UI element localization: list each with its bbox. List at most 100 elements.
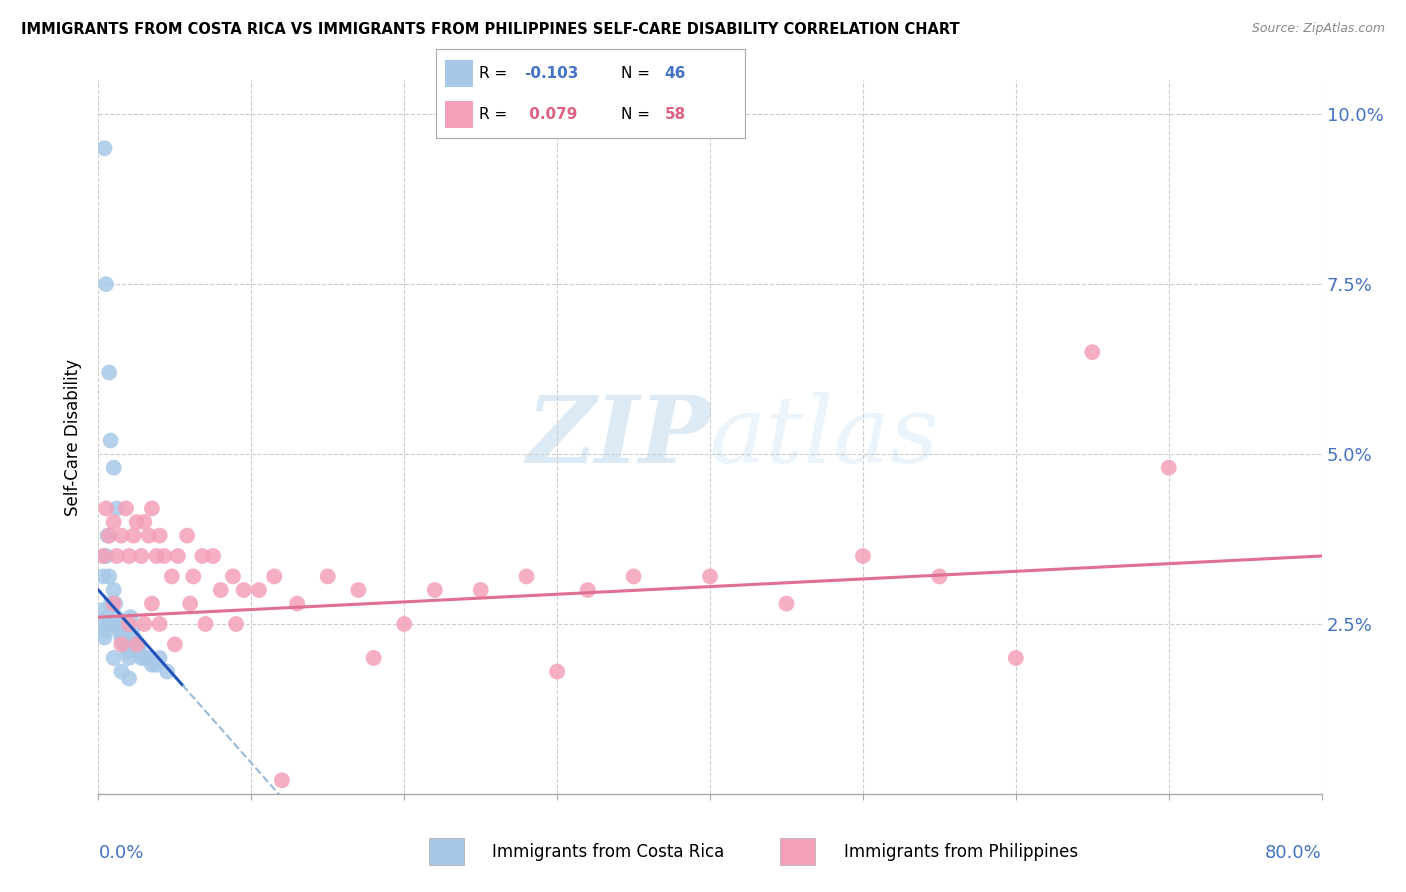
Point xyxy=(120,610,142,624)
Point xyxy=(101,617,124,632)
Point xyxy=(363,651,385,665)
Point xyxy=(1081,345,1104,359)
Point xyxy=(91,569,114,583)
Point xyxy=(928,569,950,583)
Point xyxy=(149,651,172,665)
Point xyxy=(516,569,538,583)
Text: ZIP: ZIP xyxy=(526,392,710,482)
Point xyxy=(110,631,132,645)
Point xyxy=(546,665,568,679)
Point xyxy=(115,637,138,651)
Point xyxy=(124,637,146,651)
Point xyxy=(125,637,148,651)
Text: Source: ZipAtlas.com: Source: ZipAtlas.com xyxy=(1251,22,1385,36)
Point xyxy=(149,528,172,542)
Point xyxy=(94,501,117,516)
Point xyxy=(202,549,225,563)
Point xyxy=(141,657,163,672)
Point xyxy=(145,657,167,672)
Point xyxy=(699,569,721,583)
Point xyxy=(153,549,176,563)
Point xyxy=(136,651,159,665)
Point xyxy=(105,501,128,516)
Point xyxy=(1157,460,1180,475)
Point xyxy=(232,582,254,597)
Bar xyxy=(446,101,472,128)
Point xyxy=(392,617,416,632)
Point xyxy=(118,617,141,632)
Point xyxy=(156,665,179,679)
Text: Immigrants from Philippines: Immigrants from Philippines xyxy=(844,843,1078,861)
Point xyxy=(775,597,797,611)
Point xyxy=(105,549,128,563)
Text: R =: R = xyxy=(479,107,508,121)
Point xyxy=(129,549,152,563)
Point xyxy=(98,569,121,583)
Text: 0.0%: 0.0% xyxy=(98,844,143,862)
Text: atlas: atlas xyxy=(710,392,939,482)
Point xyxy=(145,549,167,563)
Point xyxy=(118,651,141,665)
Text: -0.103: -0.103 xyxy=(524,66,578,80)
Text: 58: 58 xyxy=(665,107,686,121)
Point xyxy=(108,624,131,638)
Point xyxy=(194,617,217,632)
Point xyxy=(105,610,128,624)
Point xyxy=(141,597,163,611)
Point xyxy=(121,624,143,638)
Point xyxy=(163,637,186,651)
Point xyxy=(129,651,152,665)
Point xyxy=(91,549,114,563)
Point xyxy=(94,277,117,292)
Point xyxy=(98,528,121,542)
Point xyxy=(576,582,599,597)
Point xyxy=(623,569,645,583)
Text: R =: R = xyxy=(479,66,508,80)
Text: IMMIGRANTS FROM COSTA RICA VS IMMIGRANTS FROM PHILIPPINES SELF-CARE DISABILITY C: IMMIGRANTS FROM COSTA RICA VS IMMIGRANTS… xyxy=(21,22,960,37)
Point xyxy=(98,366,121,380)
Point xyxy=(141,501,163,516)
Y-axis label: Self-Care Disability: Self-Care Disability xyxy=(65,359,83,516)
Point xyxy=(247,582,270,597)
Point xyxy=(167,549,190,563)
Point xyxy=(176,528,198,542)
Point xyxy=(104,597,127,611)
Text: N =: N = xyxy=(621,107,651,121)
Point xyxy=(118,549,141,563)
Point xyxy=(94,624,117,638)
Point xyxy=(285,597,308,611)
Point xyxy=(98,617,121,632)
Point xyxy=(122,631,145,645)
Point xyxy=(110,528,132,542)
Point xyxy=(127,637,149,651)
Point xyxy=(103,582,125,597)
Point xyxy=(1004,651,1026,665)
Point xyxy=(93,631,115,645)
Point xyxy=(852,549,875,563)
Point xyxy=(122,528,145,542)
Point xyxy=(191,549,214,563)
Point xyxy=(347,582,370,597)
Point xyxy=(225,617,247,632)
Text: 46: 46 xyxy=(665,66,686,80)
Point xyxy=(209,582,232,597)
Point xyxy=(97,528,120,542)
Point xyxy=(270,773,294,788)
Point xyxy=(117,644,139,658)
Point xyxy=(423,582,446,597)
Point xyxy=(103,460,125,475)
Point xyxy=(93,141,115,155)
Text: Immigrants from Costa Rica: Immigrants from Costa Rica xyxy=(492,843,724,861)
Point xyxy=(100,597,122,611)
Point xyxy=(91,617,114,632)
Point xyxy=(103,597,125,611)
Point xyxy=(112,637,135,651)
Point xyxy=(316,569,339,583)
Point xyxy=(179,597,201,611)
Point xyxy=(128,644,150,658)
Point xyxy=(181,569,204,583)
Point xyxy=(94,549,117,563)
Point xyxy=(90,603,112,617)
Point xyxy=(100,434,122,448)
Point xyxy=(134,651,156,665)
